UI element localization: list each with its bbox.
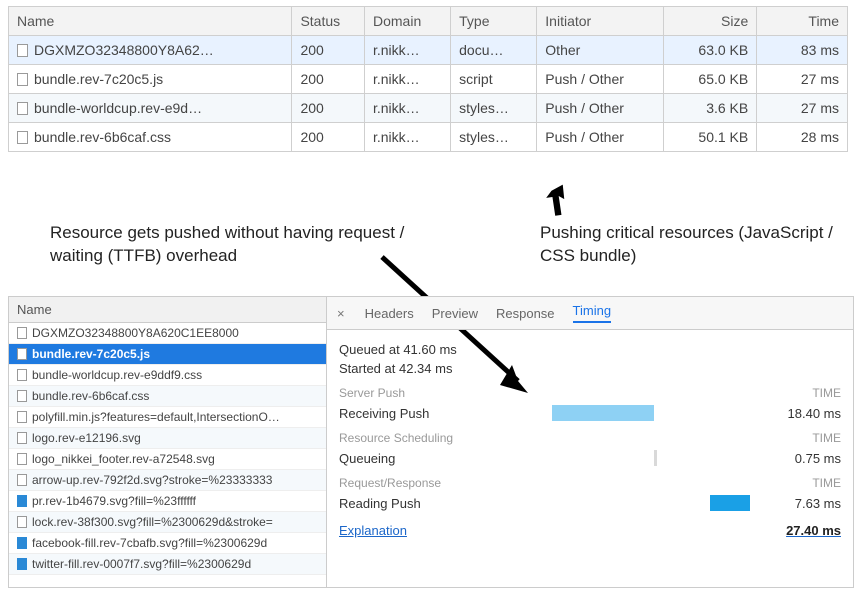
file-icon — [17, 73, 28, 86]
network-table[interactable]: NameStatusDomainTypeInitiatorSizeTime DG… — [8, 6, 848, 152]
file-row[interactable]: bundle.rev-7c20c5.js — [9, 344, 326, 365]
detail-tabs[interactable]: × Headers Preview Response Timing — [327, 297, 853, 330]
timing-section: Request/ResponseTIMEReading Push7.63 ms — [339, 476, 841, 511]
timing-section: Server PushTIMEReceiving Push18.40 ms — [339, 386, 841, 421]
file-icon — [17, 44, 28, 57]
col-time[interactable]: Time — [757, 7, 848, 36]
timing-bar-track — [479, 450, 761, 466]
tab-timing[interactable]: Timing — [573, 303, 612, 323]
file-row[interactable]: facebook-fill.rev-7cbafb.svg?fill=%23006… — [9, 533, 326, 554]
col-name[interactable]: Name — [9, 7, 292, 36]
timing-bar — [654, 450, 657, 466]
started-at: Started at 42.34 ms — [339, 361, 841, 376]
timing-bar-track — [479, 405, 761, 421]
network-table-header: NameStatusDomainTypeInitiatorSizeTime — [9, 7, 848, 36]
col-status[interactable]: Status — [292, 7, 365, 36]
file-row[interactable]: DGXMZO32348800Y8A620C1EE8000 — [9, 323, 326, 344]
file-icon — [17, 102, 28, 115]
explanation-link: Explanation 27.40 ms — [339, 523, 841, 538]
file-icon — [17, 390, 27, 402]
file-row[interactable]: logo_nikkei_footer.rev-a72548.svg — [9, 449, 326, 470]
timing-bar — [710, 495, 749, 511]
timing-detail: × Headers Preview Response Timing Queued at… — [327, 297, 853, 587]
file-row[interactable]: arrow-up.rev-792f2d.svg?stroke=%23333333 — [9, 470, 326, 491]
col-type[interactable]: Type — [451, 7, 537, 36]
network-row[interactable]: bundle.rev-7c20c5.js200r.nikk…scriptPush… — [9, 65, 848, 94]
timing-bar-track — [479, 495, 761, 511]
file-icon — [17, 453, 27, 465]
timing-row: Receiving Push18.40 ms — [339, 405, 841, 421]
file-icon — [17, 495, 27, 507]
file-row[interactable]: logo.rev-e12196.svg — [9, 428, 326, 449]
col-size[interactable]: Size — [664, 7, 757, 36]
tab-preview[interactable]: Preview — [432, 306, 478, 321]
annotation-right: Pushing critical resources (JavaScript /… — [540, 222, 840, 268]
file-list-header: Name — [9, 297, 326, 323]
tab-headers[interactable]: Headers — [365, 306, 414, 321]
file-icon — [17, 474, 27, 486]
col-initiator[interactable]: Initiator — [537, 7, 664, 36]
close-icon[interactable]: × — [337, 306, 345, 321]
timing-bar — [552, 405, 654, 421]
file-icon — [17, 432, 27, 444]
file-icon — [17, 131, 28, 144]
network-row[interactable]: bundle.rev-6b6caf.css200r.nikk…styles…Pu… — [9, 123, 848, 152]
tab-response[interactable]: Response — [496, 306, 555, 321]
file-icon — [17, 327, 27, 339]
col-domain[interactable]: Domain — [364, 7, 450, 36]
annotation-left: Resource gets pushed without having requ… — [50, 222, 410, 268]
network-row[interactable]: bundle-worldcup.rev-e9d…200r.nikk…styles… — [9, 94, 848, 123]
file-row[interactable]: twitter-fill.rev-0007f7.svg?fill=%230062… — [9, 554, 326, 575]
timing-row: Queueing0.75 ms — [339, 450, 841, 466]
file-row[interactable]: bundle.rev-6b6caf.css — [9, 386, 326, 407]
file-icon — [17, 411, 27, 423]
file-icon — [17, 369, 27, 381]
file-icon — [17, 537, 27, 549]
timing-section: Resource SchedulingTIMEQueueing0.75 ms — [339, 431, 841, 466]
file-row[interactable]: lock.rev-38f300.svg?fill=%2300629d&strok… — [9, 512, 326, 533]
file-row[interactable]: pr.rev-1b4679.svg?fill=%23ffffff — [9, 491, 326, 512]
detail-panel: Name DGXMZO32348800Y8A620C1EE8000bundle.… — [8, 296, 854, 588]
queued-at: Queued at 41.60 ms — [339, 342, 841, 357]
file-icon — [17, 348, 27, 360]
file-icon — [17, 516, 27, 528]
file-row[interactable]: polyfill.min.js?features=default,Interse… — [9, 407, 326, 428]
file-row[interactable]: bundle-worldcup.rev-e9ddf9.css — [9, 365, 326, 386]
file-icon — [17, 558, 27, 570]
timing-row: Reading Push7.63 ms — [339, 495, 841, 511]
network-row[interactable]: DGXMZO32348800Y8A62…200r.nikk…docu…Other… — [9, 36, 848, 65]
arrow-up-icon — [546, 184, 574, 216]
file-list[interactable]: Name DGXMZO32348800Y8A620C1EE8000bundle.… — [9, 297, 327, 587]
